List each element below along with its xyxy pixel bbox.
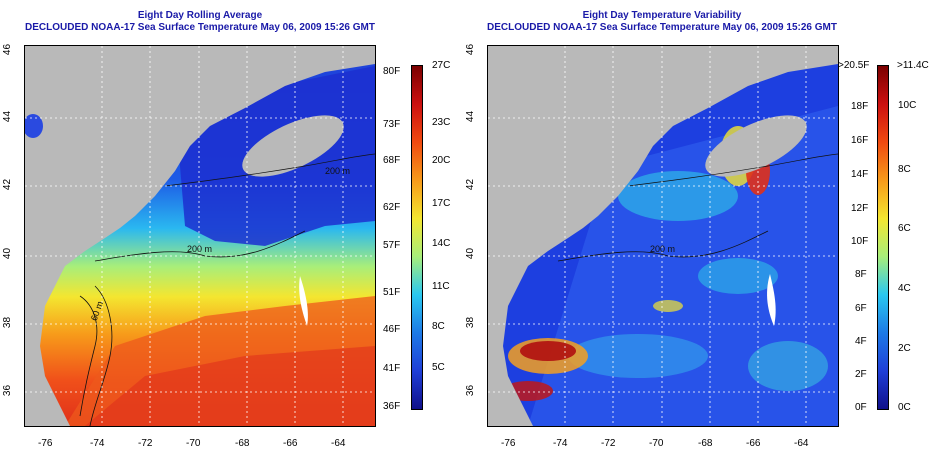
right-cb-f-10: 10F (851, 236, 869, 247)
right-cb-f-0: 0F (855, 402, 867, 413)
right-cb-c-10: 10C (898, 100, 917, 111)
left-xtick--64: -64 (331, 438, 346, 449)
left-ytick-46: 46 (2, 43, 14, 56)
right-xtick--76: -76 (501, 438, 516, 449)
right-title-line2: DECLOUDED NOAA-17 Sea Surface Temperatur… (487, 22, 837, 33)
left-xtick--72: -72 (138, 438, 153, 449)
right-ytick-36: 36 (465, 384, 477, 397)
right-ytick-44: 44 (465, 110, 477, 123)
right-xtick--70: -70 (649, 438, 664, 449)
left-ytick-44: 44 (2, 110, 14, 123)
left-colorbar (411, 65, 423, 410)
left-cb-c-14: 14C (432, 238, 451, 249)
left-cb-f-51: 51F (383, 287, 401, 298)
left-title-line2: DECLOUDED NOAA-17 Sea Surface Temperatur… (25, 22, 375, 33)
right-cb-f-16: 16F (851, 135, 869, 146)
left-xtick--74: -74 (90, 438, 105, 449)
left-xtick--70: -70 (186, 438, 201, 449)
left-cb-c-27: 27C (432, 60, 451, 71)
left-cb-f-80: 80F (383, 66, 401, 77)
left-ytick-38: 38 (2, 316, 14, 329)
right-cb-f-8: 8F (855, 269, 867, 280)
right-cb-f-6: 6F (855, 303, 867, 314)
left-cb-f-46: 46F (383, 324, 401, 335)
right-ytick-42: 42 (465, 178, 477, 191)
right-cb-c-6: 6C (898, 223, 911, 234)
right-cb-c-4: 4C (898, 283, 911, 294)
right-cb-f-14: 14F (851, 169, 869, 180)
left-contour-label-3: 200 m (325, 166, 351, 176)
left-map-graphic (25, 46, 375, 426)
right-ytick-40: 40 (465, 247, 477, 260)
left-contour-label-1: 200 m (187, 244, 213, 254)
left-xtick--68: -68 (235, 438, 250, 449)
right-colorbar (877, 65, 889, 410)
left-sst-map: 200 m 60 m 200 m (24, 45, 376, 427)
right-cb-c-2: 2C (898, 343, 911, 354)
right-xtick--68: -68 (698, 438, 713, 449)
left-ytick-36: 36 (2, 384, 14, 397)
left-cb-f-73: 73F (383, 119, 401, 130)
left-cb-c-11: 11C (432, 281, 450, 292)
right-cb-c-8: 8C (898, 164, 911, 175)
right-cb-f-20.5: >20.5F (838, 60, 870, 71)
right-cb-f-12: 12F (851, 203, 869, 214)
right-xtick--66: -66 (746, 438, 761, 449)
right-cb-c-11.4: >11.4C (897, 60, 929, 71)
right-ytick-38: 38 (465, 316, 477, 329)
left-cb-f-41: 41F (383, 363, 401, 374)
right-title-line1: Eight Day Temperature Variability (582, 10, 742, 21)
left-cb-c-23: 23C (432, 117, 451, 128)
right-contour-label-1: 200 m (650, 244, 676, 254)
left-cb-f-68: 68F (383, 155, 401, 166)
right-xtick--72: -72 (601, 438, 616, 449)
left-cb-f-36: 36F (383, 401, 401, 412)
left-cb-c-5: 5C (432, 362, 445, 373)
left-cb-c-8: 8C (432, 321, 445, 332)
right-cb-c-0: 0C (898, 402, 911, 413)
right-cb-f-4: 4F (855, 336, 867, 347)
right-xtick--74: -74 (553, 438, 568, 449)
left-cb-c-17: 17C (432, 198, 451, 209)
left-ytick-40: 40 (2, 247, 14, 260)
left-xtick--66: -66 (283, 438, 298, 449)
right-ytick-46: 46 (465, 43, 477, 56)
left-cb-f-57: 57F (383, 240, 401, 251)
left-ytick-42: 42 (2, 178, 14, 191)
right-map-graphic (488, 46, 838, 426)
left-xtick--76: -76 (38, 438, 53, 449)
right-cb-f-18: 18F (851, 101, 869, 112)
left-cb-c-20: 20C (432, 155, 451, 166)
left-title-line1: Eight Day Rolling Average (137, 10, 263, 21)
left-cb-f-62: 62F (383, 202, 401, 213)
right-cb-f-2: 2F (855, 369, 867, 380)
right-xtick--64: -64 (794, 438, 809, 449)
right-variability-map: 200 m (487, 45, 839, 427)
